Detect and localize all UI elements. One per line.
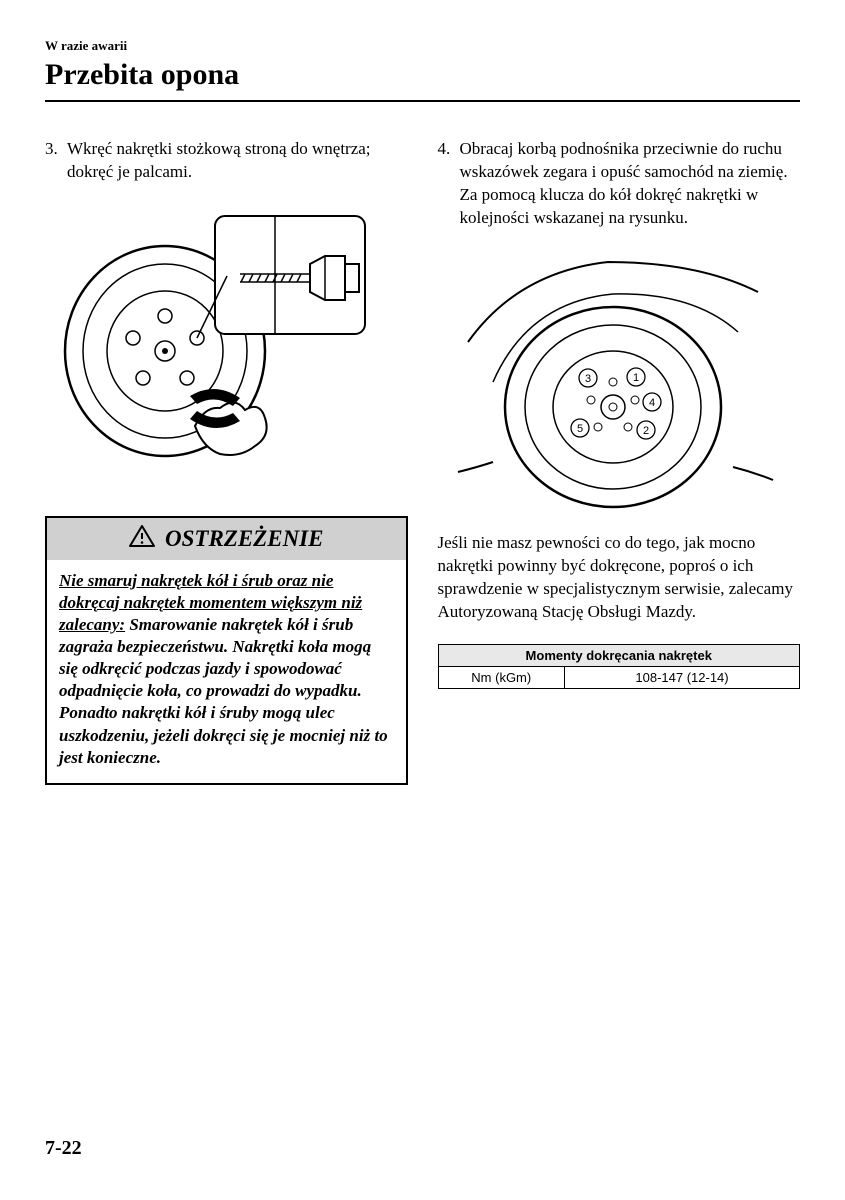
warning-header: OSTRZEŻENIE (47, 518, 406, 560)
torque-unit-cell: Nm (kGm) (438, 666, 565, 688)
svg-text:2: 2 (642, 425, 648, 437)
figure-1-wheel-nut (45, 196, 375, 496)
svg-text:4: 4 (648, 397, 654, 409)
content-columns: 3. Wkręć nakrętki stożkową stroną do wnę… (45, 138, 800, 785)
step-3-text: Wkręć nakrętki stożkową stroną do wnętrz… (67, 138, 408, 184)
warning-body: Nie smaruj nakrętek kół i śrub oraz nie … (47, 560, 406, 783)
left-column: 3. Wkręć nakrętki stożkową stroną do wnę… (45, 138, 408, 785)
step-3-number: 3. (45, 138, 67, 184)
followup-text: Jeśli nie masz pewności co do tego, jak … (438, 532, 801, 624)
step-4-text: Obracaj korbą podnośnika przeciwnie do r… (460, 138, 801, 230)
torque-value-cell: 108-147 (12-14) (565, 666, 800, 688)
page-number: 7-22 (45, 1137, 82, 1160)
step-3: 3. Wkręć nakrętki stożkową stroną do wnę… (45, 138, 408, 184)
warning-title: OSTRZEŻENIE (165, 526, 323, 552)
header-section: W razie awarii Przebita opona (45, 38, 800, 102)
torque-table: Momenty dokręcania nakrętek Nm (kGm) 108… (438, 644, 801, 689)
step-4-number: 4. (438, 138, 460, 230)
chapter-label: W razie awarii (45, 38, 800, 54)
step-4: 4. Obracaj korbą podnośnika przeciwnie d… (438, 138, 801, 230)
figure-2-wheel-sequence: 1 2 3 4 5 (438, 242, 778, 512)
svg-text:1: 1 (632, 372, 638, 384)
svg-text:3: 3 (584, 373, 590, 385)
warning-rest-text: Smarowanie nakrętek kół i śrub zagraża b… (59, 615, 388, 767)
warning-triangle-icon (129, 524, 155, 554)
torque-table-header: Momenty dokręcania nakrętek (438, 644, 800, 666)
page-title: Przebita opona (45, 58, 800, 92)
warning-box: OSTRZEŻENIE Nie smaruj nakrętek kół i śr… (45, 516, 408, 785)
figure-2-container: 1 2 3 4 5 (438, 242, 801, 512)
right-column: 4. Obracaj korbą podnośnika przeciwnie d… (438, 138, 801, 785)
svg-text:5: 5 (576, 423, 582, 435)
figure-1-container (45, 196, 408, 496)
